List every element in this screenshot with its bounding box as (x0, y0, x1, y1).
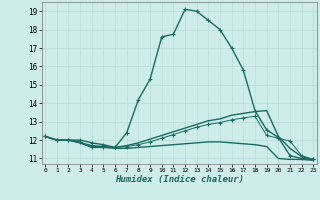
X-axis label: Humidex (Indice chaleur): Humidex (Indice chaleur) (115, 175, 244, 184)
